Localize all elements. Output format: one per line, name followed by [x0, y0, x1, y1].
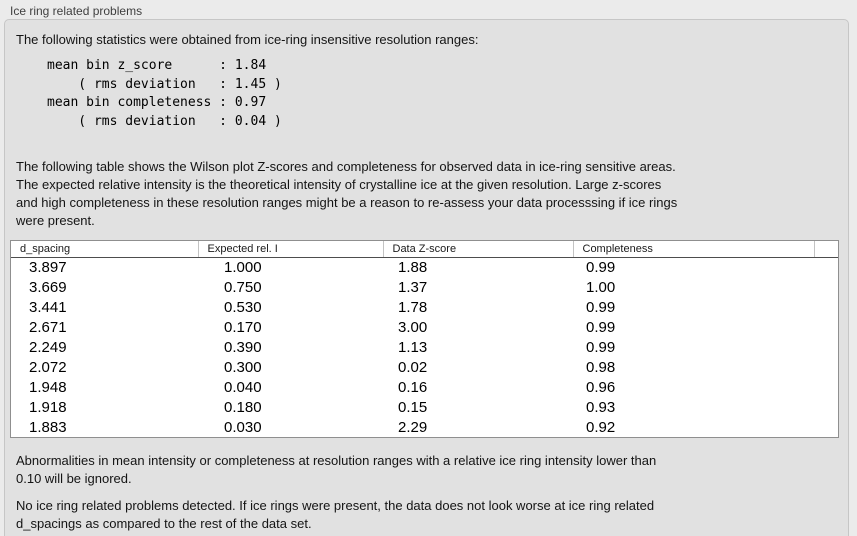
table-cell: 0.92 — [586, 418, 616, 436]
table-cell: 0.93 — [586, 398, 616, 416]
table-cell: 0.390 — [224, 338, 262, 356]
table-cell: 0.02 — [398, 358, 428, 376]
table-row[interactable]: 1.918 0.180 0.15 0.93 — [11, 397, 838, 417]
table-cell: 3.669 — [29, 278, 67, 296]
table-cell: 0.99 — [586, 298, 616, 316]
table-cell: 0.98 — [586, 358, 616, 376]
table-row[interactable]: 3.669 0.750 1.37 1.00 — [11, 277, 838, 297]
table-cell: 1.88 — [398, 258, 428, 276]
table-cell: 2.072 — [29, 358, 67, 376]
table-cell: 2.671 — [29, 318, 67, 336]
table-cell: 2.29 — [398, 418, 428, 436]
table-cell-filler — [814, 377, 838, 397]
table-cell: 0.170 — [224, 318, 262, 336]
table-cell: 0.300 — [224, 358, 262, 376]
table-cell: 1.948 — [29, 378, 67, 396]
ice-ring-table-body: 3.897 1.000 1.88 0.99 3.669 0.750 1.37 1.00 3.44… — [11, 257, 838, 437]
table-cell: 1.00 — [586, 278, 616, 296]
table-cell-filler — [814, 417, 838, 437]
table-cell-filler — [814, 317, 838, 337]
table-cell: 1.37 — [398, 278, 428, 296]
table-cell: 1.000 — [224, 258, 262, 276]
table-cell: 3.897 — [29, 258, 67, 276]
table-cell-filler — [814, 357, 838, 377]
table-cell: 0.040 — [224, 378, 262, 396]
table-cell: 3.441 — [29, 298, 67, 316]
table-row[interactable]: 1.883 0.030 2.29 0.92 — [11, 417, 838, 437]
table-header-row: d_spacing Expected rel. I Data Z-score C… — [11, 241, 838, 258]
table-row[interactable]: 2.671 0.170 3.00 0.99 — [11, 317, 838, 337]
table-cell: 1.883 — [29, 418, 67, 436]
table-cell: 2.249 — [29, 338, 67, 356]
column-header-expected-rel-i[interactable]: Expected rel. I — [197, 241, 383, 258]
table-cell: 1.13 — [398, 338, 428, 356]
table-row[interactable]: 2.072 0.300 0.02 0.98 — [11, 357, 838, 377]
statistics-text-block: mean bin z_score : 1.84 ( rms deviation … — [47, 58, 282, 129]
table-cell: 0.99 — [586, 258, 616, 276]
table-cell-filler — [814, 277, 838, 297]
column-header-d-spacing[interactable]: d_spacing — [11, 241, 198, 258]
table-cell: 0.15 — [398, 398, 428, 416]
table-cell: 0.99 — [586, 318, 616, 336]
table-cell: 0.96 — [586, 378, 616, 396]
table-cell: 3.00 — [398, 318, 428, 336]
column-header-completeness[interactable]: Completeness — [572, 241, 814, 258]
table-row[interactable]: 3.441 0.530 1.78 0.99 — [11, 297, 838, 317]
table-row[interactable]: 1.948 0.040 0.16 0.96 — [11, 377, 838, 397]
groupbox-title: Ice ring related problems — [10, 4, 143, 18]
conclusion-paragraph: No ice ring related problems detected. I… — [16, 498, 655, 531]
table-description-paragraph: The following table shows the Wilson plo… — [16, 159, 678, 228]
table-cell: 1.78 — [398, 298, 428, 316]
table-cell: 0.750 — [224, 278, 262, 296]
table-cell-filler — [814, 337, 838, 357]
table-cell: 1.918 — [29, 398, 67, 416]
ice-ring-table: d_spacing Expected rel. I Data Z-score C… — [10, 240, 839, 438]
table-cell: 0.530 — [224, 298, 262, 316]
ignore-threshold-paragraph: Abnormalities in mean intensity or compl… — [16, 453, 657, 486]
table-cell-filler — [814, 297, 838, 317]
table-cell: 0.180 — [224, 398, 262, 416]
table-cell: 0.030 — [224, 418, 262, 436]
table-row[interactable]: 3.897 1.000 1.88 0.99 — [11, 257, 838, 277]
column-header-filler — [813, 241, 838, 258]
table-cell-filler — [814, 397, 838, 417]
table-cell: 0.16 — [398, 378, 428, 396]
table-row[interactable]: 2.249 0.390 1.13 0.99 — [11, 337, 838, 357]
table-cell-filler — [814, 257, 838, 277]
table-cell: 0.99 — [586, 338, 616, 356]
intro-paragraph: The following statistics were obtained f… — [16, 32, 479, 47]
column-header-data-z-score[interactable]: Data Z-score — [382, 241, 573, 258]
